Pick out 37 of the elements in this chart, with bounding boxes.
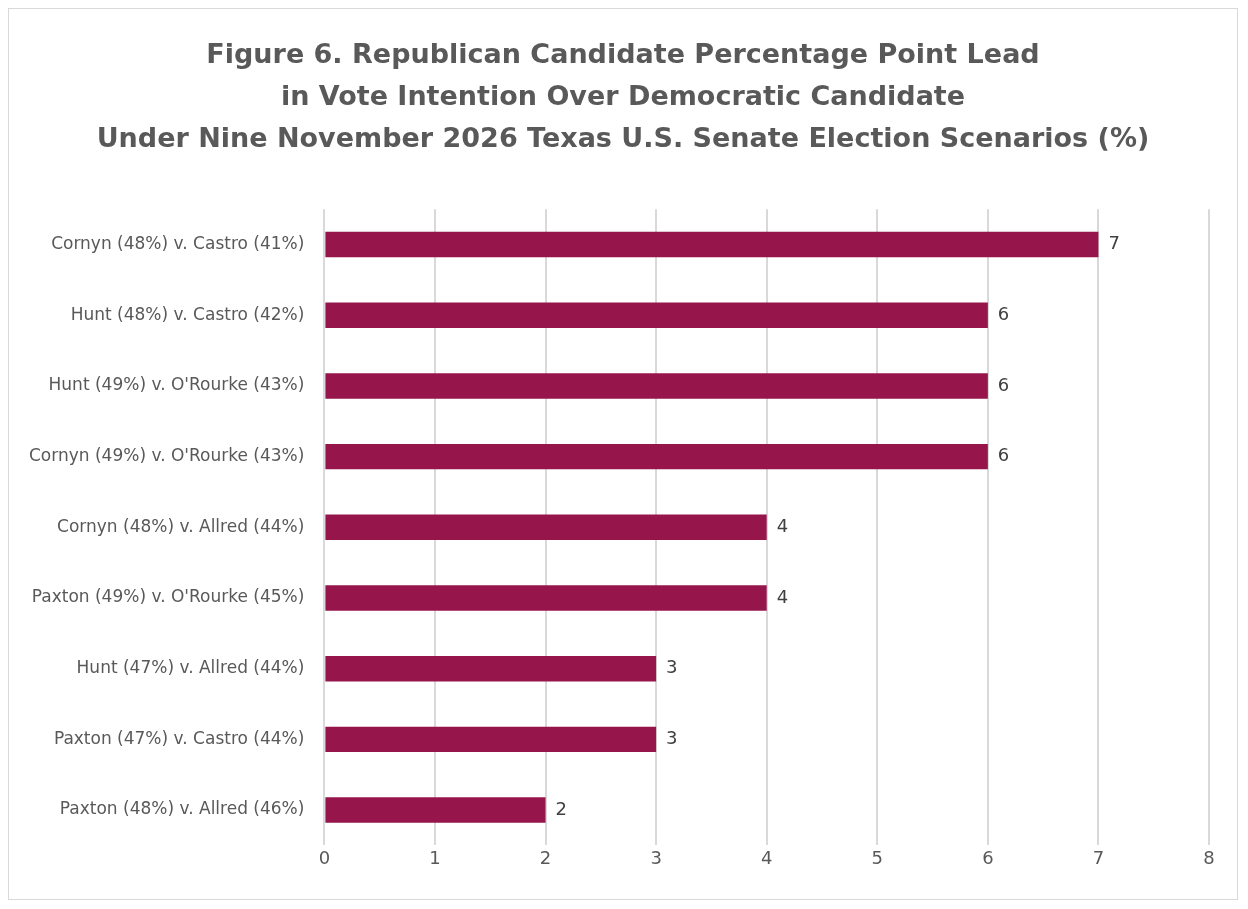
x-tick-label: 4 <box>760 846 773 868</box>
data-label: 3 <box>666 656 678 678</box>
chart-title: Figure 6. Republican Candidate Percentage Point Lead in Vote Intention Over Democratic Candidate Under Nine November 2026 Texas U.S. Senate Election Scenarios (%) <box>95 37 1151 155</box>
x-tick-label: 6 <box>982 846 994 868</box>
x-tick-label: 8 <box>1203 846 1215 868</box>
y-tick-label: Paxton (48%) v. Allred (46%) <box>59 798 305 819</box>
bar <box>325 373 988 399</box>
bar <box>325 585 767 611</box>
bar <box>325 231 1099 258</box>
data-label: 6 <box>997 302 1010 324</box>
x-tick-label: 3 <box>650 846 662 868</box>
y-tick-label: Cornyn (48%) v. Allred (44%) <box>57 515 305 536</box>
data-label: 3 <box>666 727 678 749</box>
bar <box>325 514 767 541</box>
x-tick-label: 0 <box>318 846 331 868</box>
y-tick-label: Cornyn (48%) v. Castro (41%) <box>51 232 305 253</box>
y-tick-label: Paxton (47%) v. Castro (44%) <box>53 727 305 748</box>
y-tick-label: Hunt (48%) v. Castro (42%) <box>70 303 305 324</box>
data-label: 4 <box>776 514 789 536</box>
x-tick-label: 2 <box>539 846 552 868</box>
bar <box>325 797 546 823</box>
data-label: 4 <box>776 585 789 607</box>
data-label: 2 <box>555 797 567 819</box>
data-label: 6 <box>997 373 1010 395</box>
y-tick-label: Hunt (49%) v. O'Rourke (43%) <box>48 374 305 395</box>
y-tick-label: Hunt (47%) v. Allred (44%) <box>76 657 305 678</box>
data-label: 6 <box>997 444 1010 466</box>
y-tick-label: Cornyn (49%) v. O'Rourke (43%) <box>28 445 305 466</box>
y-tick-label: Paxton (49%) v. O'Rourke (45%) <box>31 586 305 607</box>
x-tick-label: 7 <box>1092 846 1105 868</box>
x-tick-label: 1 <box>429 846 441 868</box>
bar <box>325 655 657 682</box>
data-label: 7 <box>1108 232 1120 254</box>
bar <box>325 443 988 470</box>
x-tick-label: 5 <box>871 846 883 868</box>
bar <box>325 302 988 328</box>
bar <box>325 726 657 753</box>
